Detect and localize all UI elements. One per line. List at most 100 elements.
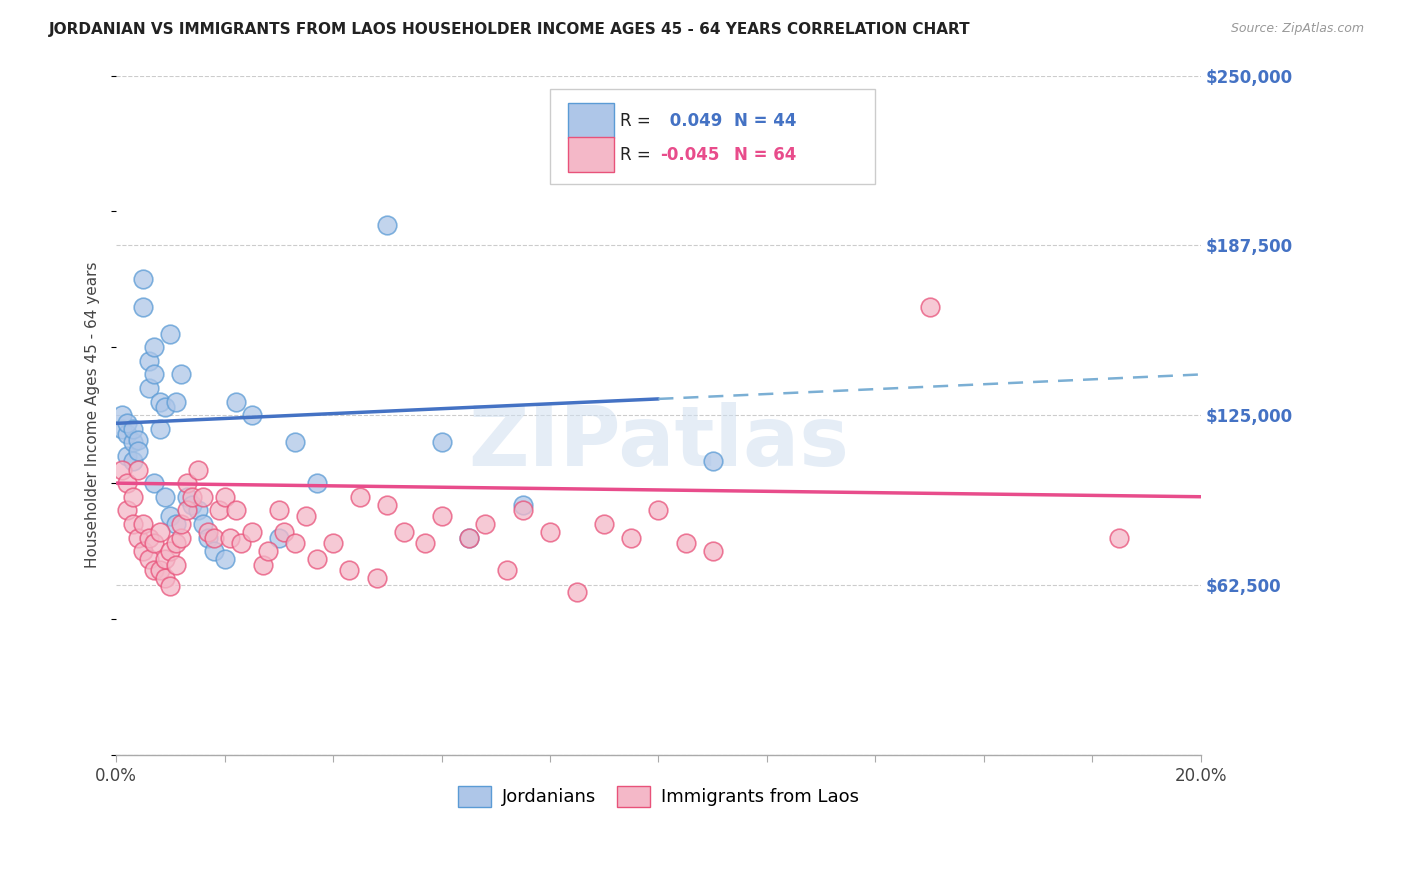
Point bbox=[322, 536, 344, 550]
Point bbox=[138, 531, 160, 545]
Point bbox=[512, 498, 534, 512]
Point bbox=[284, 435, 307, 450]
Point bbox=[430, 508, 453, 523]
Point bbox=[115, 449, 138, 463]
Point bbox=[495, 563, 517, 577]
Point bbox=[111, 462, 134, 476]
Point bbox=[702, 454, 724, 468]
Point bbox=[538, 524, 561, 539]
Point bbox=[214, 490, 236, 504]
Text: ZIPatlas: ZIPatlas bbox=[468, 402, 849, 483]
Point bbox=[202, 544, 225, 558]
Point bbox=[187, 462, 209, 476]
Point bbox=[153, 552, 176, 566]
Text: -0.045: -0.045 bbox=[661, 146, 720, 164]
Point bbox=[132, 272, 155, 286]
Point bbox=[165, 516, 187, 531]
Point bbox=[165, 558, 187, 572]
Point bbox=[132, 516, 155, 531]
Point bbox=[176, 503, 198, 517]
Point bbox=[702, 544, 724, 558]
Point bbox=[181, 490, 204, 504]
Text: Source: ZipAtlas.com: Source: ZipAtlas.com bbox=[1230, 22, 1364, 36]
Point bbox=[229, 536, 252, 550]
Point bbox=[187, 503, 209, 517]
Point bbox=[197, 531, 219, 545]
Point bbox=[257, 544, 280, 558]
Point bbox=[127, 443, 149, 458]
Point bbox=[208, 503, 231, 517]
Point bbox=[115, 427, 138, 442]
Point bbox=[240, 408, 263, 422]
Point bbox=[159, 579, 181, 593]
Point bbox=[252, 558, 274, 572]
Point bbox=[143, 563, 166, 577]
FancyBboxPatch shape bbox=[568, 103, 614, 138]
Point bbox=[565, 585, 588, 599]
Point bbox=[176, 476, 198, 491]
Point bbox=[339, 563, 361, 577]
Point bbox=[115, 417, 138, 431]
Point bbox=[474, 516, 496, 531]
Point bbox=[593, 150, 616, 164]
Point bbox=[202, 531, 225, 545]
Point bbox=[191, 516, 214, 531]
Point bbox=[273, 524, 295, 539]
Point bbox=[138, 552, 160, 566]
Point bbox=[138, 354, 160, 368]
Point bbox=[159, 544, 181, 558]
Point bbox=[111, 422, 134, 436]
Point bbox=[375, 498, 398, 512]
Point bbox=[170, 531, 193, 545]
Point bbox=[115, 503, 138, 517]
Point bbox=[143, 476, 166, 491]
Point bbox=[115, 476, 138, 491]
Point bbox=[149, 394, 172, 409]
Text: N = 64: N = 64 bbox=[734, 146, 797, 164]
Point bbox=[392, 524, 415, 539]
Point bbox=[176, 490, 198, 504]
Point bbox=[181, 498, 204, 512]
Point bbox=[127, 462, 149, 476]
Point bbox=[620, 531, 643, 545]
Point bbox=[149, 422, 172, 436]
Text: N = 44: N = 44 bbox=[734, 112, 797, 130]
Point bbox=[159, 508, 181, 523]
Point bbox=[295, 508, 318, 523]
Y-axis label: Householder Income Ages 45 - 64 years: Householder Income Ages 45 - 64 years bbox=[86, 262, 100, 568]
Point bbox=[918, 300, 941, 314]
Point bbox=[121, 516, 143, 531]
Point bbox=[197, 524, 219, 539]
Point bbox=[121, 422, 143, 436]
Point bbox=[143, 340, 166, 354]
Point bbox=[305, 552, 328, 566]
Point bbox=[349, 490, 371, 504]
Point bbox=[240, 524, 263, 539]
Text: R =: R = bbox=[620, 112, 657, 130]
Point bbox=[170, 368, 193, 382]
Point bbox=[132, 544, 155, 558]
Point bbox=[375, 218, 398, 232]
Point bbox=[225, 503, 247, 517]
Point bbox=[1108, 531, 1130, 545]
Point bbox=[153, 490, 176, 504]
Point bbox=[284, 536, 307, 550]
Legend: Jordanians, Immigrants from Laos: Jordanians, Immigrants from Laos bbox=[451, 779, 866, 814]
Point bbox=[675, 536, 697, 550]
Point bbox=[153, 571, 176, 585]
Point bbox=[170, 516, 193, 531]
Point bbox=[121, 435, 143, 450]
Point bbox=[143, 536, 166, 550]
Point bbox=[153, 400, 176, 414]
Point bbox=[413, 536, 436, 550]
Text: 0.049: 0.049 bbox=[664, 112, 723, 130]
Point bbox=[457, 531, 479, 545]
Point bbox=[111, 408, 134, 422]
Point bbox=[127, 531, 149, 545]
Point bbox=[512, 503, 534, 517]
Point bbox=[305, 476, 328, 491]
Point bbox=[132, 300, 155, 314]
Point bbox=[214, 552, 236, 566]
Point bbox=[366, 571, 388, 585]
FancyBboxPatch shape bbox=[568, 136, 614, 172]
